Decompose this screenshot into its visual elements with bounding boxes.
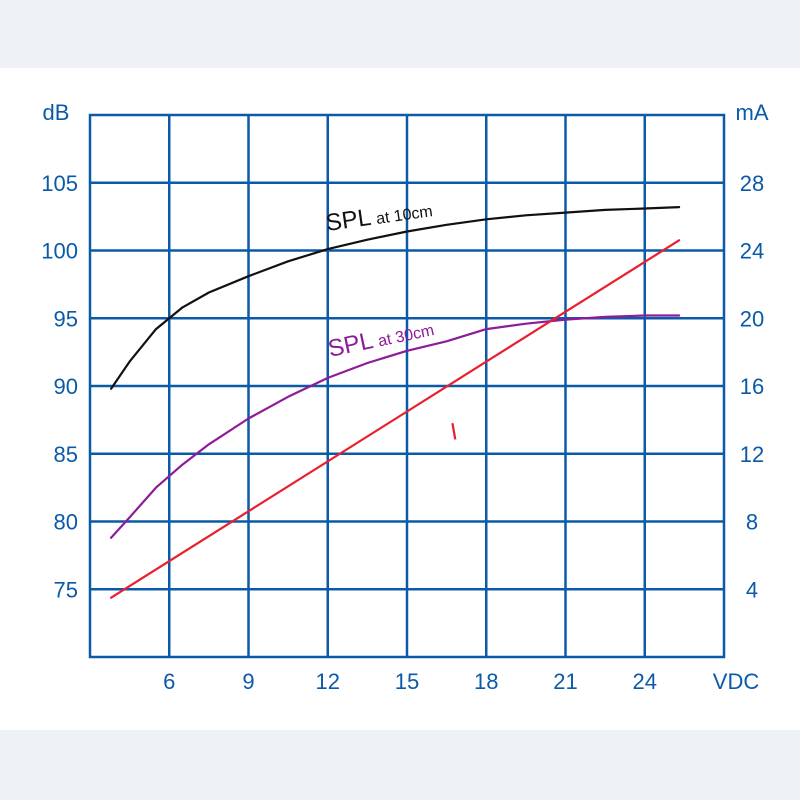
series-line-0 [110,206,681,390]
x-tick-label: 18 [474,669,498,694]
x-axis-label: VDC [713,669,760,694]
x-tick-label: 21 [553,669,577,694]
y-left-tick-label: 85 [54,442,78,467]
tick-labels: 6 9 12 15 18 21 24 75 80 85 90 95 100 105 4 8 12 16 20 24 28 [41,171,764,694]
y-right-tick-label: 20 [740,306,764,331]
x-tick-label: 24 [633,669,657,694]
x-tick-label: 12 [316,669,340,694]
x-tick-label: 6 [163,669,175,694]
x-tick-label: 15 [395,669,419,694]
y-left-tick-label: 75 [54,577,78,602]
series-label-1: SPLat 30cm [326,314,437,363]
y-right-tick-label: 24 [740,239,764,264]
x-tick-label: 9 [242,669,254,694]
y-left-tick-label: 80 [54,510,78,535]
y-right-tick-label: 8 [746,510,758,535]
y-left-tick-label: 105 [41,171,78,196]
grid [88,113,726,659]
y-left-axis-label: dB [43,100,70,125]
y-right-tick-label: 4 [746,577,758,602]
y-right-tick-label: 16 [740,374,764,399]
y-right-tick-label: 12 [740,442,764,467]
y-left-tick-label: 90 [54,374,78,399]
y-right-tick-label: 28 [740,171,764,196]
series-line-2 [110,239,681,599]
y-left-tick-label: 95 [54,306,78,331]
y-left-tick-label: 100 [41,239,78,264]
series-layer [110,206,681,599]
series-label-2: I [448,418,459,446]
chart-panel: SPL at 10cm SPLat 30cm I 6 9 12 15 18 21 24 75 80 85… [0,68,800,730]
y-right-axis-label: mA [736,100,769,125]
series-line-1 [110,314,681,539]
